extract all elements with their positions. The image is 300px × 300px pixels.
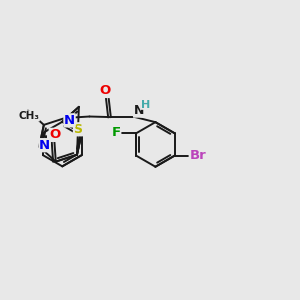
Text: CH₃: CH₃ bbox=[18, 111, 39, 121]
Text: H: H bbox=[141, 100, 150, 110]
Text: Br: Br bbox=[190, 149, 206, 162]
Text: N: N bbox=[134, 104, 144, 117]
Text: N: N bbox=[64, 114, 75, 127]
Text: F: F bbox=[112, 126, 121, 139]
Text: S: S bbox=[74, 123, 82, 136]
Text: O: O bbox=[99, 84, 110, 98]
Text: O: O bbox=[49, 128, 61, 141]
Text: N: N bbox=[39, 139, 50, 152]
